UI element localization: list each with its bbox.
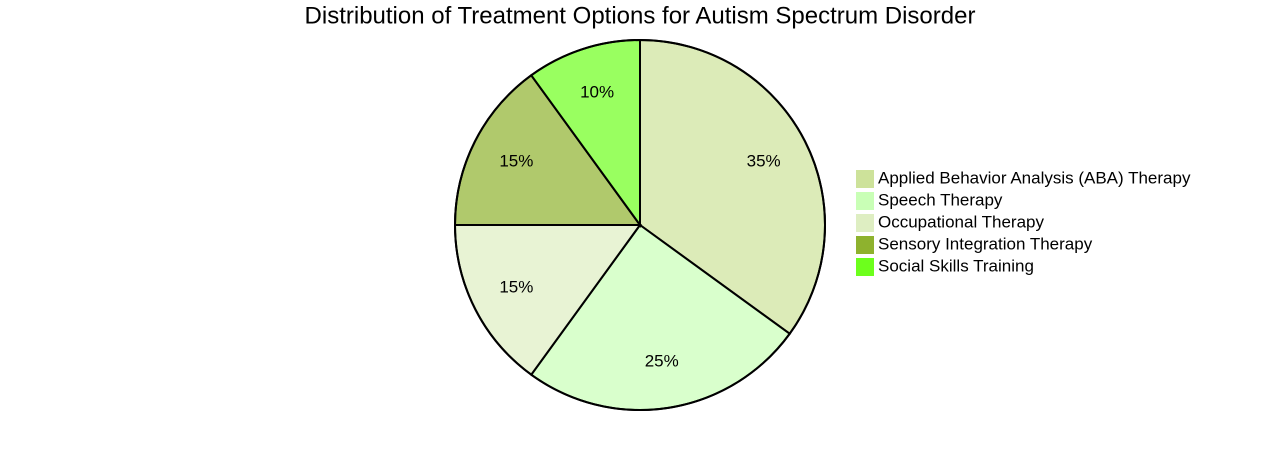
legend-swatch	[856, 214, 874, 232]
legend-label: Sensory Integration Therapy	[878, 234, 1093, 253]
slice-label: 15%	[499, 151, 533, 170]
legend-swatch	[856, 170, 874, 188]
legend-label: Social Skills Training	[878, 256, 1034, 275]
legend-label: Occupational Therapy	[878, 212, 1045, 231]
slice-label: 15%	[499, 277, 533, 296]
legend-label: Speech Therapy	[878, 190, 1003, 209]
legend-swatch	[856, 236, 874, 254]
legend-label: Applied Behavior Analysis (ABA) Therapy	[878, 168, 1191, 187]
slice-label: 25%	[645, 352, 679, 371]
legend-swatch	[856, 192, 874, 210]
chart-title: Distribution of Treatment Options for Au…	[305, 2, 976, 29]
slice-label: 10%	[580, 83, 614, 102]
slice-label: 35%	[747, 151, 781, 170]
pie-outline	[454, 39, 826, 411]
legend-swatch	[856, 258, 874, 276]
